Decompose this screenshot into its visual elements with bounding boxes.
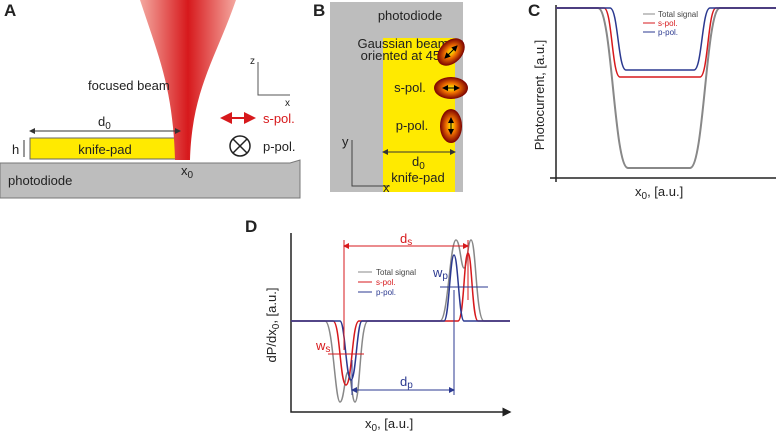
panel-d: D ds dp ws wp Total signal s-pol. p-pol.… xyxy=(245,217,512,434)
pad-label: knife-pad xyxy=(391,170,444,185)
wp: wp xyxy=(432,265,448,282)
pol xyxy=(444,45,458,59)
legend: p-pol. xyxy=(376,288,396,297)
d-sub: s xyxy=(407,237,412,248)
axis-x: x xyxy=(285,98,290,109)
y-sub: 0 xyxy=(271,323,282,329)
s-pol: s-pol. xyxy=(263,111,295,126)
axis-y: y xyxy=(342,134,349,149)
legend: Total signal xyxy=(376,268,416,277)
p-cross xyxy=(232,138,248,154)
w: w xyxy=(432,265,443,280)
curve-total xyxy=(556,7,776,169)
w: d xyxy=(98,114,105,129)
legend: Total signal xyxy=(658,10,698,19)
x-sub: 0 xyxy=(372,423,378,434)
beam-l2: oriented at 45° xyxy=(361,48,446,63)
pad-label: knife-pad xyxy=(78,142,131,157)
x0-label: x0 xyxy=(181,163,194,181)
photodiode xyxy=(0,159,301,199)
beam xyxy=(140,0,236,160)
axis-z: z xyxy=(250,56,255,67)
beam-l1: Gaussian beam xyxy=(357,36,448,51)
panel-label: C xyxy=(528,1,540,20)
width-label: d0 xyxy=(412,154,425,172)
w: w xyxy=(315,338,326,353)
legend: s-pol. xyxy=(658,19,678,28)
d: d xyxy=(412,154,419,169)
legend: p-pol. xyxy=(658,28,678,37)
y-rest: , [a.u.] xyxy=(264,288,279,324)
x: x xyxy=(181,163,188,178)
x: x xyxy=(365,416,372,431)
x-rest: , [a.u.] xyxy=(377,416,413,431)
beam-label: focused beam xyxy=(88,78,170,93)
panel-label: D xyxy=(245,217,257,236)
d-sub: p xyxy=(407,380,413,391)
height-label: h xyxy=(12,142,19,157)
d: d xyxy=(400,231,407,246)
d: d xyxy=(400,374,407,389)
curve-p xyxy=(291,254,510,381)
axes xyxy=(257,62,290,96)
d-sub: 0 xyxy=(419,161,425,172)
ds: ds xyxy=(400,231,412,248)
legend: s-pol. xyxy=(376,278,396,287)
panel-a: A photodiode knife-pad focused beam d0 h… xyxy=(0,0,301,199)
p-pol: p-pol. xyxy=(263,139,296,154)
x-label: x0, [a.u.] xyxy=(635,184,683,202)
panel-b: B photodiode Gaussian beam oriented at 4… xyxy=(313,1,468,195)
p-pol: p-pol. xyxy=(396,118,429,133)
y: dP/dx xyxy=(264,329,279,363)
curve-p xyxy=(556,7,776,71)
y-label: Photocurrent, [a.u.] xyxy=(532,40,547,151)
s-pol: s-pol. xyxy=(394,80,426,95)
curve-s xyxy=(556,7,776,78)
photodiode-label: photodiode xyxy=(378,8,442,23)
axes xyxy=(351,140,390,187)
x-label: x0, [a.u.] xyxy=(365,416,413,434)
x-sub: 0 xyxy=(188,170,194,181)
x-rest: , [a.u.] xyxy=(647,184,683,199)
panel-c: C Total signal s-pol. p-pol. Photocurren… xyxy=(528,1,776,202)
y-label: dP/dx0, [a.u.] xyxy=(264,288,282,363)
width-label: d0 xyxy=(98,114,111,132)
w-sub: s xyxy=(325,344,330,355)
panel-label: A xyxy=(4,1,16,20)
dp: dp xyxy=(400,374,413,391)
w-sub: 0 xyxy=(105,121,111,132)
axis-x: x xyxy=(383,180,390,195)
panel-label: B xyxy=(313,1,325,20)
x: x xyxy=(635,184,642,199)
axes xyxy=(290,233,512,417)
w-sub: p xyxy=(442,271,448,282)
ws: ws xyxy=(315,338,330,355)
x-sub: 0 xyxy=(642,191,648,202)
photodiode-label: photodiode xyxy=(8,173,72,188)
axes xyxy=(550,5,776,182)
